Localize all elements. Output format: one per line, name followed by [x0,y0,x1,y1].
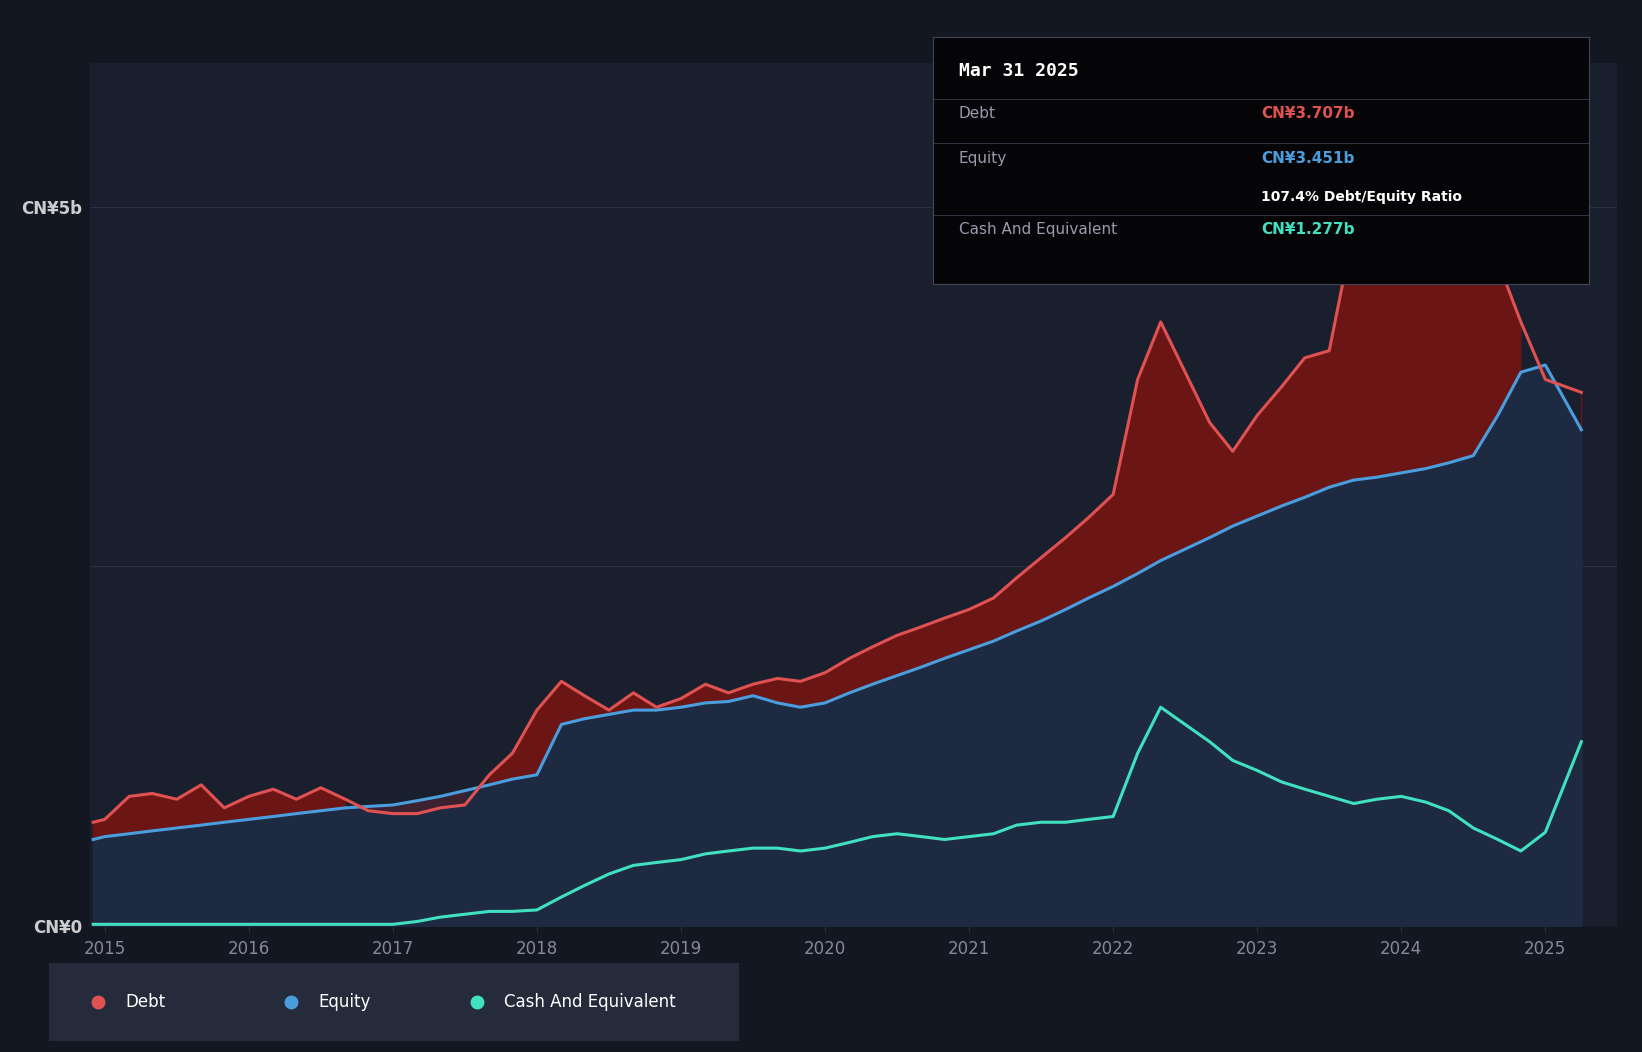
Text: Mar 31 2025: Mar 31 2025 [959,61,1079,80]
Text: CN¥3.451b: CN¥3.451b [1261,150,1355,165]
Text: Equity: Equity [319,993,371,1011]
Text: 107.4% Debt/Equity Ratio: 107.4% Debt/Equity Ratio [1261,190,1461,204]
Text: Cash And Equivalent: Cash And Equivalent [959,222,1117,238]
Text: Debt: Debt [125,993,166,1011]
Text: Equity: Equity [959,150,1007,165]
Text: Cash And Equivalent: Cash And Equivalent [504,993,677,1011]
Text: Debt: Debt [959,106,997,121]
Text: CN¥1.277b: CN¥1.277b [1261,222,1355,238]
Text: CN¥3.707b: CN¥3.707b [1261,106,1355,121]
